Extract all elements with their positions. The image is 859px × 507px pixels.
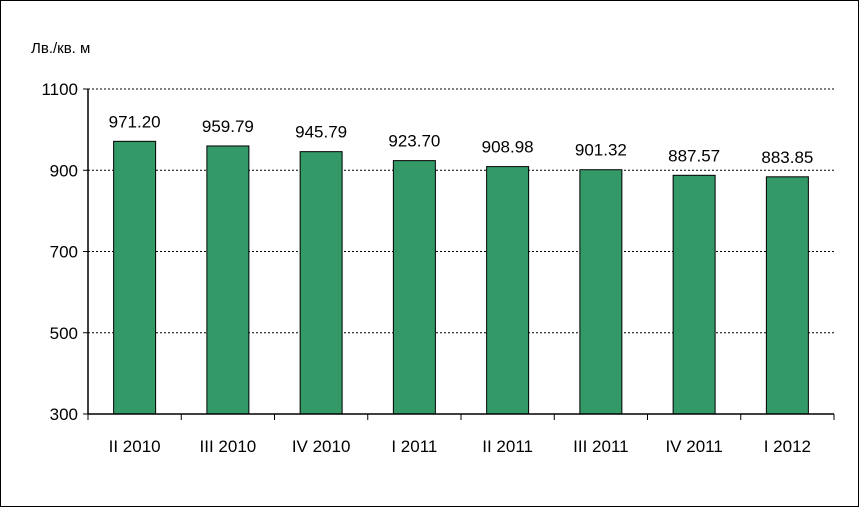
y-tick-label: 500 [50, 324, 78, 343]
bar [299, 151, 343, 415]
y-tick-label: 700 [50, 243, 78, 262]
x-category-label: III 2011 [573, 437, 628, 456]
x-category-label: I 2012 [764, 437, 811, 456]
data-label: 908.98 [482, 138, 534, 157]
bar [672, 174, 716, 415]
bar [113, 140, 157, 415]
data-label: 923.70 [388, 132, 440, 151]
y-axis-ticks: 300 500 700 900 1100 [41, 80, 88, 424]
data-label: 887.57 [668, 146, 720, 165]
y-tick-label: 1100 [41, 80, 78, 99]
bars [113, 140, 809, 415]
x-category-label: I 2011 [391, 437, 437, 456]
y-tick-label: 900 [50, 161, 78, 180]
data-label: 883.85 [761, 148, 813, 167]
data-label: 959.79 [202, 117, 254, 136]
bar [392, 160, 436, 415]
data-labels: 971.20 959.79 945.79 923.70 908.98 901.32 887.… [109, 112, 814, 166]
bar [486, 166, 530, 415]
bar [206, 145, 250, 415]
x-category-label: II 2010 [109, 437, 161, 456]
bar [765, 176, 809, 415]
gridlines [88, 88, 834, 334]
y-tick-label: 300 [50, 405, 78, 424]
x-category-label: III 2010 [200, 437, 257, 456]
x-category-label: II 2011 [482, 437, 533, 456]
x-category-label: IV 2011 [665, 437, 722, 456]
data-label: 971.20 [109, 112, 161, 131]
x-axis-categories: II 2010 III 2010 IV 2010 I 2011 II 2011 III 2… [87, 414, 835, 456]
data-label: 901.32 [575, 141, 627, 160]
y-axis-unit-label: Лв./кв. м [31, 40, 90, 57]
bar [579, 169, 623, 415]
data-label: 945.79 [295, 123, 347, 142]
x-category-label: IV 2010 [292, 437, 351, 456]
